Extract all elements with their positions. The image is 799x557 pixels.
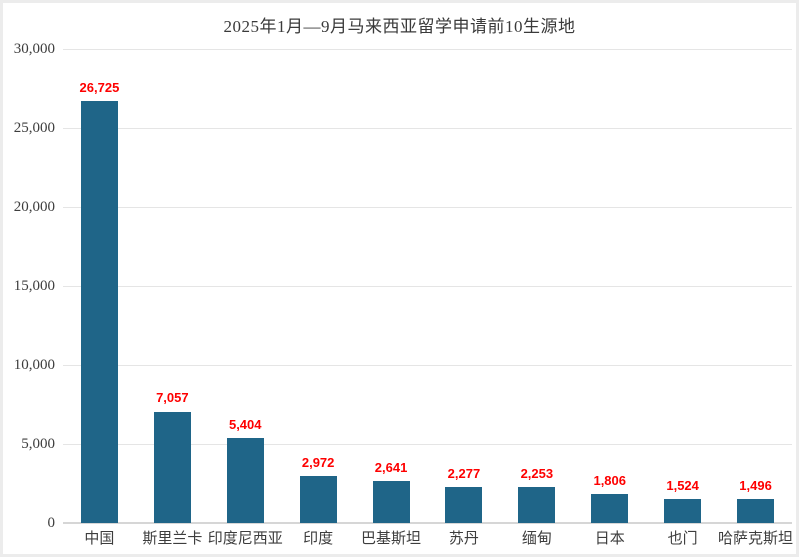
gridline bbox=[63, 48, 792, 50]
y-tick-label: 20,000 bbox=[13, 199, 55, 215]
y-tick-label: 15,000 bbox=[13, 278, 55, 294]
gridline bbox=[63, 206, 792, 208]
x-category-label: 苏丹 bbox=[448, 531, 479, 547]
y-tick-label: 25,000 bbox=[13, 120, 55, 136]
x-category-label: 缅甸 bbox=[521, 531, 552, 547]
bar-value-label: 7,057 bbox=[156, 390, 189, 406]
bar bbox=[153, 411, 191, 523]
bar-value-label: 2,641 bbox=[374, 460, 408, 476]
y-tick-label: 30,000 bbox=[13, 41, 55, 57]
bar-value-label: 5,404 bbox=[228, 416, 262, 432]
y-tick-label: 10,000 bbox=[13, 357, 55, 373]
x-axis-line bbox=[63, 522, 792, 524]
bar-value-label: 1,524 bbox=[666, 477, 699, 493]
x-category-label: 巴基斯坦 bbox=[361, 531, 422, 547]
bar-value-label: 2,277 bbox=[447, 466, 481, 482]
x-category-label: 也门 bbox=[667, 531, 698, 547]
x-category-label: 哈萨克斯坦 bbox=[718, 531, 794, 547]
gridline bbox=[63, 364, 792, 366]
bar bbox=[737, 499, 775, 523]
x-category-label: 印度 bbox=[303, 531, 334, 547]
plot-area bbox=[63, 48, 792, 524]
bar-value-label: 1,496 bbox=[739, 478, 772, 494]
bar-value-label: 2,253 bbox=[520, 466, 554, 482]
bar bbox=[299, 476, 337, 523]
bar bbox=[518, 487, 556, 523]
bar bbox=[372, 481, 410, 523]
y-tick-label: 5,000 bbox=[21, 436, 55, 452]
x-category-label: 中国 bbox=[84, 531, 115, 547]
bar-value-label: 1,806 bbox=[593, 473, 627, 489]
gridline bbox=[63, 285, 792, 287]
bar-value-label: 26,725 bbox=[79, 79, 120, 95]
bar bbox=[445, 487, 483, 523]
gridline bbox=[63, 127, 792, 129]
x-category-label: 印度尼西亚 bbox=[207, 531, 283, 547]
x-category-label: 斯里兰卡 bbox=[142, 531, 203, 547]
bar bbox=[664, 498, 702, 523]
bar bbox=[80, 100, 118, 523]
chart-title: 2025年1月—9月马来西亚留学申请前10生源地 bbox=[223, 17, 576, 36]
y-tick-label: 0 bbox=[47, 515, 56, 531]
bar bbox=[226, 437, 264, 523]
gridline bbox=[63, 443, 792, 445]
x-category-label: 日本 bbox=[594, 531, 625, 547]
bar-value-label: 2,972 bbox=[301, 455, 335, 471]
bar bbox=[591, 494, 629, 523]
